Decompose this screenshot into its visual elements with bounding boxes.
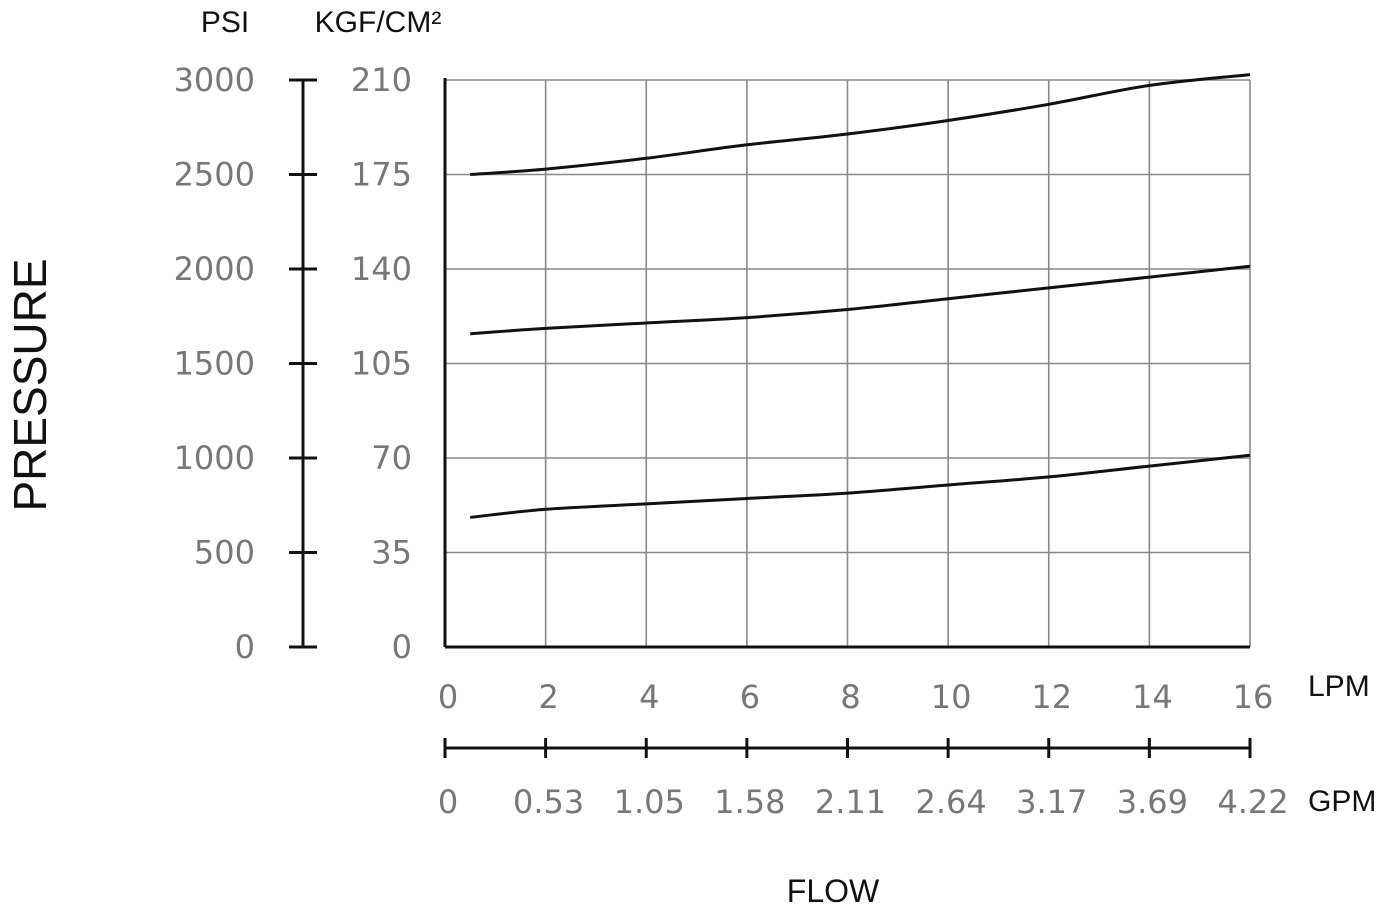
gpm-tick-label: 1.05 (614, 783, 685, 821)
gpm-tick-label: 3.69 (1117, 783, 1188, 821)
kgf-tick-label: 70 (371, 439, 412, 477)
gpm-tick-label: 0.53 (513, 783, 584, 821)
kgf-tick-label: 35 (371, 534, 412, 572)
x-axis-title: FLOW (787, 873, 880, 909)
lpm-tick-label: 4 (639, 678, 659, 716)
gpm-tick-label: 0 (438, 783, 458, 821)
lpm-tick-label: 0 (438, 678, 458, 716)
lpm-tick-label: 2 (538, 678, 558, 716)
gpm-unit-label: GPM (1308, 785, 1376, 818)
lpm-tick-label: 16 (1233, 678, 1274, 716)
gpm-tick-label: 4.22 (1217, 783, 1288, 821)
series-line-1 (470, 73, 1251, 176)
lpm-tick-label: 14 (1132, 678, 1173, 716)
psi-tick-label: 0 (235, 628, 255, 666)
axes (289, 78, 1252, 758)
psi-unit-label: PSI (201, 6, 249, 39)
gpm-tick-label: 3.17 (1016, 783, 1087, 821)
psi-tick-label: 3000 (174, 61, 255, 99)
curves (470, 73, 1251, 519)
kgf-tick-label: 105 (351, 345, 412, 383)
series-line-2 (470, 264, 1251, 336)
grid (444, 79, 1251, 648)
psi-tick-label: 1000 (174, 439, 255, 477)
psi-tick-label: 500 (194, 534, 255, 572)
gpm-tick-label: 2.64 (916, 783, 987, 821)
psi-tick-label: 1500 (174, 345, 255, 383)
kgf-tick-label: 140 (351, 250, 412, 288)
lpm-unit-label: LPM (1308, 670, 1370, 703)
lpm-tick-label: 8 (840, 678, 860, 716)
psi-tick-label: 2500 (174, 156, 255, 194)
psi-tick-label: 2000 (174, 250, 255, 288)
y-axis-title: PRESSURE (4, 258, 56, 511)
gpm-tick-label: 2.11 (815, 783, 886, 821)
lpm-tick-label: 10 (931, 678, 972, 716)
kgf-tick-label: 175 (351, 156, 412, 194)
kgf-tick-label: 0 (392, 628, 412, 666)
series-line-3 (470, 453, 1251, 519)
lpm-tick-label: 6 (740, 678, 760, 716)
kgf-unit-label: KGF/CM² (315, 6, 442, 39)
kgf-tick-label: 210 (351, 61, 412, 99)
lpm-tick-label: 12 (1031, 678, 1072, 716)
gpm-tick-label: 1.58 (714, 783, 785, 821)
